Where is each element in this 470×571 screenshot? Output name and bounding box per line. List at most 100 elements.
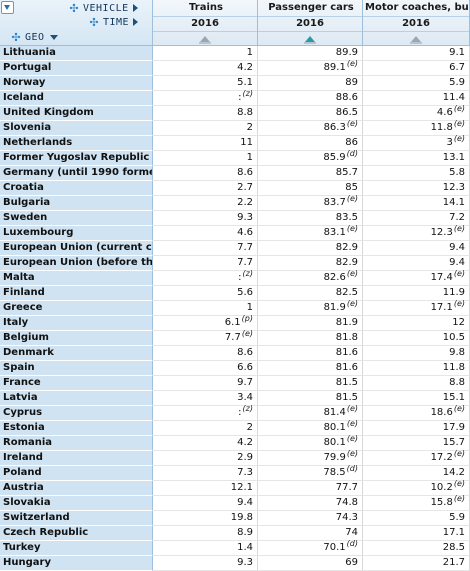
cell-value: 5.9 (449, 512, 465, 523)
row-header-geo[interactable]: United Kingdom (0, 106, 153, 121)
expand-arrow-icon[interactable] (133, 18, 139, 26)
row-header-geo[interactable]: Slovakia (0, 496, 153, 511)
row-header-geo[interactable]: Ireland (0, 451, 153, 466)
value-cell-buses: 17.9 (363, 421, 470, 436)
row-header-geo[interactable]: Austria (0, 481, 153, 496)
row-header-geo[interactable]: European Union (before the accession of … (0, 256, 153, 271)
value-cell-trains: 9.3 (153, 556, 258, 571)
cell-flag: (e) (453, 133, 465, 143)
row-header-geo[interactable]: Estonia (0, 421, 153, 436)
sort-dropdown-icon[interactable] (49, 34, 58, 40)
row-header-geo[interactable]: Malta (0, 271, 153, 286)
cell-value: 86.3 (323, 122, 346, 133)
row-header-geo[interactable]: Luxembourg (0, 226, 153, 241)
sort-button[interactable] (153, 31, 257, 45)
row-header-geo[interactable]: Belgium (0, 331, 153, 346)
cell-value: 2.9 (237, 452, 253, 463)
table-row: Slovakia 9.4 74.8 15.8(e) (0, 494, 470, 511)
row-header-geo[interactable]: Spain (0, 361, 153, 376)
table-row: Netherlands 11 86 3(e) (0, 133, 470, 151)
table-row: European Union (current composition) 7.7 8… (0, 241, 470, 256)
cell-value: 11.4 (442, 92, 465, 103)
value-cell-cars: 82.6(e) (258, 269, 363, 286)
row-header-geo[interactable]: Finland (0, 286, 153, 301)
row-header-geo[interactable]: Denmark (0, 346, 153, 361)
cell-value: 5.6 (237, 287, 253, 298)
row-header-geo[interactable]: Bulgaria (0, 196, 153, 211)
value-cell-trains: 11 (153, 136, 258, 151)
sort-arrow-icon[interactable] (305, 36, 315, 42)
row-header-geo[interactable]: European Union (current composition) (0, 241, 153, 256)
row-header-geo[interactable]: Poland (0, 466, 153, 481)
dimension-vehicle[interactable]: ✣ VEHICLE (68, 1, 138, 15)
table-row: Poland 7.3 78.5(d) 14.2 (0, 464, 470, 481)
row-header-geo[interactable]: Former Yugoslav Republic of Macedonia, t… (0, 151, 153, 166)
cell-flag: (e) (453, 478, 465, 488)
sort-button[interactable] (363, 31, 469, 45)
column-title: Trains (189, 2, 223, 13)
row-header-geo[interactable]: Portugal (0, 61, 153, 76)
value-cell-buses: 5.8 (363, 166, 470, 181)
cell-value: 3.4 (237, 392, 253, 403)
value-cell-cars: 81.9(e) (258, 299, 363, 316)
dimension-geo-label: GEO (25, 31, 45, 43)
dimension-geo[interactable]: ✣ GEO (10, 30, 58, 44)
cell-value: 1 (246, 302, 253, 313)
value-cell-trains: 12.1 (153, 481, 258, 496)
row-header-geo[interactable]: Slovenia (0, 121, 153, 136)
row-header-geo[interactable]: Greece (0, 301, 153, 316)
cell-flag: (e) (453, 448, 465, 458)
sort-arrow-icon[interactable] (411, 36, 421, 42)
column-header-passenger-cars: Passenger cars 2016 (258, 0, 363, 46)
row-header-geo[interactable]: Sweden (0, 211, 153, 226)
table-row: Cyprus:(z) 81.4(e) 18.6(e) (0, 404, 470, 421)
cell-flag: (e) (453, 268, 465, 278)
row-header-geo[interactable]: Norway (0, 76, 153, 91)
dimension-time[interactable]: ✣ TIME (88, 15, 139, 29)
row-header-geo[interactable]: Cyprus (0, 406, 153, 421)
row-header-geo[interactable]: Netherlands (0, 136, 153, 151)
expand-arrow-icon[interactable] (132, 4, 138, 12)
move-cross-icon[interactable]: ✣ (89, 15, 99, 29)
value-cell-cars: 81.8 (258, 331, 363, 346)
sort-arrow-icon[interactable] (200, 36, 210, 42)
row-header-geo[interactable]: Switzerland (0, 511, 153, 526)
cell-value: 12.1 (230, 482, 253, 493)
row-header-geo[interactable]: Croatia (0, 181, 153, 196)
value-cell-cars: 70.1(d) (258, 539, 363, 556)
row-header-geo[interactable]: Italy (0, 316, 153, 331)
cell-value: 28.5 (442, 542, 465, 553)
cell-value: 74.8 (335, 497, 358, 508)
row-header-geo[interactable]: Romania (0, 436, 153, 451)
column-year: 2016 (153, 16, 257, 30)
row-header-geo[interactable]: Turkey (0, 541, 153, 556)
row-header-geo[interactable]: France (0, 376, 153, 391)
move-cross-icon[interactable]: ✣ (11, 30, 21, 44)
row-header-geo[interactable]: Latvia (0, 391, 153, 406)
row-header-geo[interactable]: Czech Republic (0, 526, 153, 541)
cell-flag: (e) (346, 58, 358, 68)
row-header-geo[interactable]: Hungary (0, 556, 153, 571)
value-cell-trains: 8.6 (153, 346, 258, 361)
value-cell-trains: 4.6 (153, 226, 258, 241)
cell-value: 80.1 (323, 437, 346, 448)
value-cell-cars: 82.5 (258, 286, 363, 301)
table-menu-icon[interactable] (1, 1, 14, 14)
sort-button[interactable] (258, 31, 362, 45)
cell-value: 21.7 (442, 557, 465, 568)
table-row: Luxembourg 4.6 83.1(e) 12.3(e) (0, 224, 470, 241)
value-cell-buses: 18.6(e) (363, 404, 470, 421)
value-cell-trains: 1 (153, 151, 258, 166)
table-row: Switzerland 19.8 74.3 5.9 (0, 511, 470, 526)
cell-value: 80.1 (323, 422, 346, 433)
move-cross-icon[interactable]: ✣ (69, 1, 79, 15)
row-header-geo[interactable]: Lithuania (0, 46, 153, 61)
value-cell-trains: 8.9 (153, 526, 258, 541)
value-cell-cars: 86 (258, 136, 363, 151)
table-row: Germany (until 1990 former territory of … (0, 166, 470, 181)
row-header-geo[interactable]: Germany (until 1990 former territory of … (0, 166, 153, 181)
cell-value: : (238, 272, 242, 283)
cell-value: 17.1 (442, 527, 465, 538)
row-header-geo[interactable]: Iceland (0, 91, 153, 106)
